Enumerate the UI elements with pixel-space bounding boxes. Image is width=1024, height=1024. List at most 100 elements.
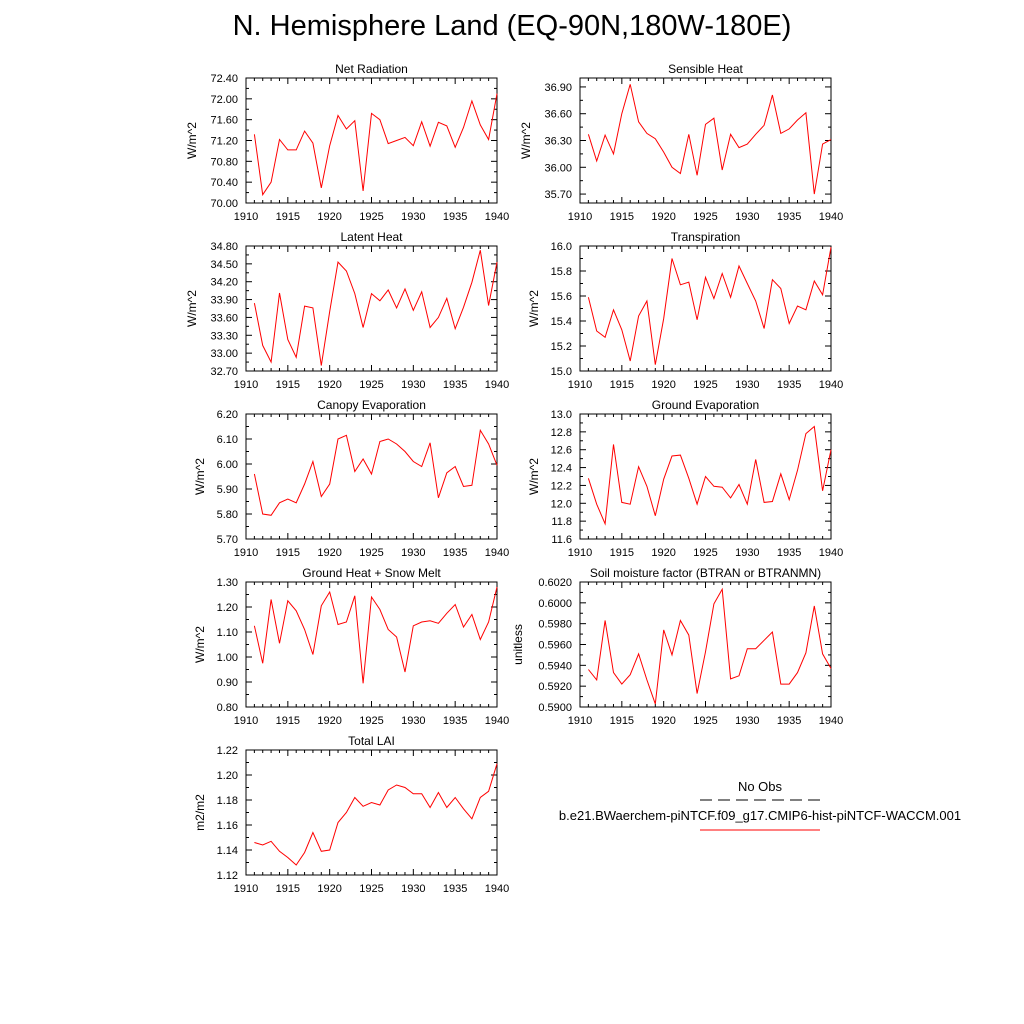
x-tick-label: 1915 bbox=[276, 211, 300, 223]
y-tick-label: 1.14 bbox=[217, 845, 238, 857]
y-tick-label: 15.0 bbox=[551, 366, 572, 378]
x-tick-label: 1925 bbox=[693, 715, 717, 727]
y-tick-label: 0.80 bbox=[217, 702, 238, 714]
plot-frame bbox=[245, 245, 498, 372]
x-tick-label: 1935 bbox=[777, 715, 801, 727]
y-tick-label: 15.2 bbox=[551, 341, 572, 353]
y-tick-label: 15.6 bbox=[551, 291, 572, 303]
x-tick-label: 1910 bbox=[568, 715, 592, 727]
x-tick-label: 1935 bbox=[443, 211, 467, 223]
chart-panel-6: 1910 1915 1920 1925 1930 1935 1940 11.6 11.8 12.0… bbox=[527, 398, 843, 559]
y-tick-label: 1.00 bbox=[217, 652, 238, 664]
x-tick-label: 1925 bbox=[359, 883, 383, 895]
x-tick-label: 1935 bbox=[777, 379, 801, 391]
y-tick-label: 0.6000 bbox=[538, 598, 572, 610]
y-tick-label: 71.60 bbox=[210, 115, 238, 127]
chart-title: Ground Heat + Snow Melt bbox=[302, 566, 441, 580]
y-axis-label: unitless bbox=[511, 624, 525, 665]
x-tick-label: 1925 bbox=[359, 547, 383, 559]
y-tick-label: 1.20 bbox=[217, 770, 238, 782]
x-tick-label: 1930 bbox=[735, 211, 759, 223]
chart-panel-9: 1910 1915 1920 1925 1930 1935 1940 1.12 1.14 1.16… bbox=[193, 734, 509, 895]
y-tick-label: 11.8 bbox=[551, 516, 572, 528]
x-tick-label: 1930 bbox=[401, 211, 425, 223]
chart-title: Sensible Heat bbox=[668, 62, 743, 76]
y-axis-label: W/m^2 bbox=[527, 290, 541, 327]
series-line bbox=[253, 250, 498, 366]
chart-title: Total LAI bbox=[348, 734, 395, 748]
x-tick-label: 1920 bbox=[317, 211, 341, 223]
y-axis-label: W/m^2 bbox=[193, 458, 207, 495]
chart-title: Ground Evaporation bbox=[652, 398, 759, 412]
x-tick-label: 1935 bbox=[443, 547, 467, 559]
x-tick-label: 1935 bbox=[443, 715, 467, 727]
legend-obs-label: No Obs bbox=[737, 779, 783, 794]
y-tick-label: 71.20 bbox=[210, 136, 238, 148]
x-tick-label: 1930 bbox=[401, 883, 425, 895]
x-tick-label: 1915 bbox=[610, 379, 634, 391]
x-tick-label: 1915 bbox=[276, 715, 300, 727]
x-tick-label: 1910 bbox=[234, 883, 258, 895]
y-tick-label: 1.30 bbox=[217, 577, 238, 589]
y-axis-label: W/m^2 bbox=[519, 122, 533, 159]
x-tick-label: 1925 bbox=[693, 379, 717, 391]
y-tick-label: 1.12 bbox=[217, 870, 238, 882]
y-axis-label: W/m^2 bbox=[185, 122, 199, 159]
y-tick-label: 34.20 bbox=[210, 277, 238, 289]
y-tick-label: 72.00 bbox=[210, 94, 238, 106]
y-tick-label: 1.22 bbox=[217, 745, 238, 757]
y-tick-label: 35.70 bbox=[544, 189, 572, 201]
x-tick-label: 1930 bbox=[401, 547, 425, 559]
y-tick-label: 0.5960 bbox=[538, 640, 572, 652]
y-tick-label: 13.0 bbox=[551, 409, 572, 421]
x-tick-label: 1925 bbox=[693, 547, 717, 559]
x-tick-label: 1935 bbox=[777, 211, 801, 223]
plot-frame bbox=[245, 77, 498, 204]
plot-frame bbox=[245, 749, 498, 876]
chart-title: Transpiration bbox=[671, 230, 741, 244]
y-tick-label: 33.60 bbox=[210, 312, 238, 324]
y-axis-label: W/m^2 bbox=[185, 290, 199, 327]
y-tick-label: 12.2 bbox=[551, 480, 572, 492]
x-tick-label: 1920 bbox=[317, 715, 341, 727]
y-tick-label: 0.5940 bbox=[538, 660, 572, 672]
x-tick-label: 1940 bbox=[819, 547, 843, 559]
x-tick-label: 1940 bbox=[485, 211, 509, 223]
series-line bbox=[587, 84, 832, 195]
x-tick-label: 1925 bbox=[359, 211, 383, 223]
x-tick-label: 1920 bbox=[651, 379, 675, 391]
y-tick-label: 15.4 bbox=[551, 316, 572, 328]
y-tick-label: 1.10 bbox=[217, 627, 238, 639]
x-tick-label: 1920 bbox=[651, 547, 675, 559]
x-tick-label: 1925 bbox=[693, 211, 717, 223]
y-tick-label: 33.00 bbox=[210, 348, 238, 360]
y-tick-label: 72.40 bbox=[210, 73, 238, 85]
y-tick-label: 34.50 bbox=[210, 259, 238, 271]
x-tick-label: 1910 bbox=[234, 715, 258, 727]
y-tick-label: 12.8 bbox=[551, 427, 572, 439]
x-tick-label: 1940 bbox=[819, 211, 843, 223]
y-tick-label: 36.90 bbox=[544, 82, 572, 94]
x-tick-label: 1935 bbox=[443, 883, 467, 895]
x-tick-label: 1925 bbox=[359, 379, 383, 391]
x-tick-label: 1930 bbox=[735, 715, 759, 727]
plot-frame bbox=[579, 77, 832, 204]
y-tick-label: 1.20 bbox=[217, 602, 238, 614]
y-tick-label: 70.80 bbox=[210, 156, 238, 168]
x-tick-label: 1935 bbox=[443, 379, 467, 391]
series-line bbox=[253, 93, 498, 197]
y-tick-label: 0.6020 bbox=[538, 577, 572, 589]
y-tick-label: 70.00 bbox=[210, 198, 238, 210]
chart-panel-3: 1910 1915 1920 1925 1930 1935 1940 32.70 33.00 33… bbox=[185, 230, 509, 391]
page-title: N. Hemisphere Land (EQ-90N,180W-180E) bbox=[232, 10, 792, 42]
series-line bbox=[254, 763, 498, 866]
x-tick-label: 1915 bbox=[610, 547, 634, 559]
x-tick-label: 1920 bbox=[317, 379, 341, 391]
chart-title: Soil moisture factor (BTRAN or BTRANMN) bbox=[590, 566, 821, 580]
y-tick-label: 70.40 bbox=[210, 177, 238, 189]
y-tick-label: 1.16 bbox=[217, 820, 238, 832]
chart-panel-8: 1910 1915 1920 1925 1930 1935 1940 0.5900 0.5920… bbox=[511, 566, 843, 727]
y-tick-label: 6.00 bbox=[217, 459, 238, 471]
y-tick-label: 5.70 bbox=[217, 534, 238, 546]
